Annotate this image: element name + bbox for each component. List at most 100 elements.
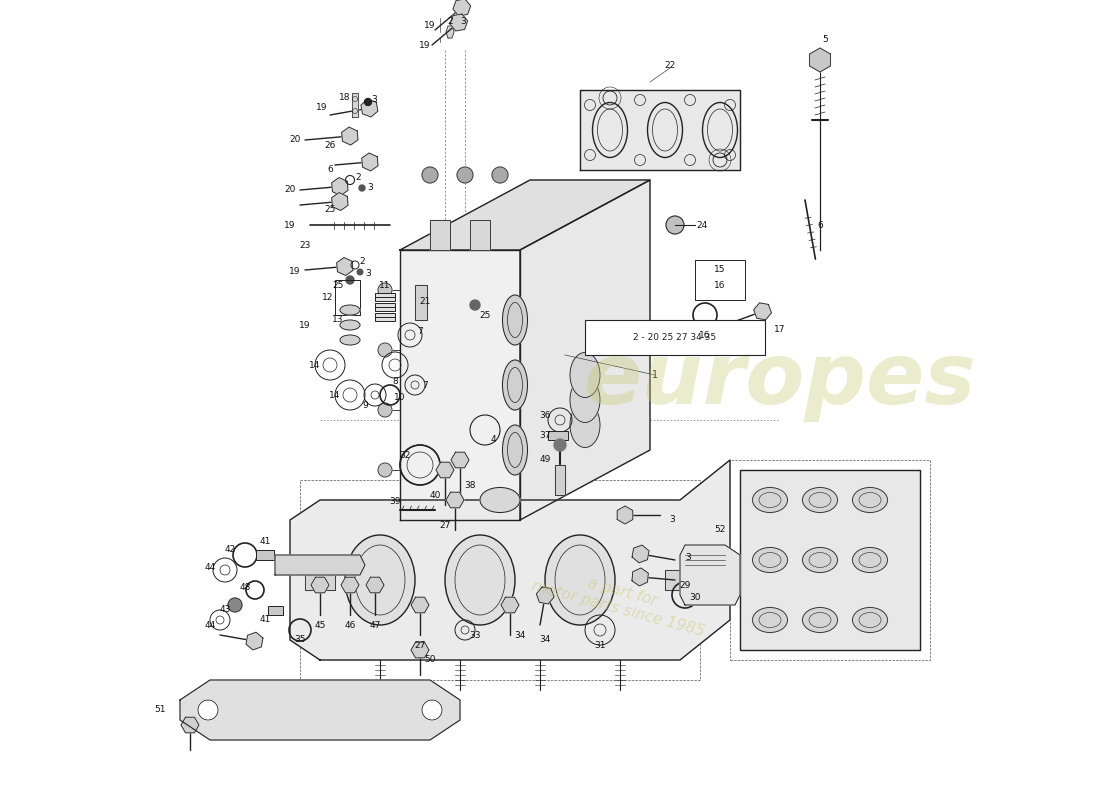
Text: 52: 52 bbox=[714, 526, 726, 534]
Bar bbox=[666, 570, 695, 590]
Ellipse shape bbox=[752, 607, 788, 633]
Bar bbox=[375, 313, 395, 321]
Text: 3: 3 bbox=[371, 95, 377, 105]
Text: 14: 14 bbox=[329, 390, 341, 399]
Text: 25: 25 bbox=[480, 310, 491, 319]
Polygon shape bbox=[337, 258, 353, 275]
Polygon shape bbox=[180, 680, 460, 740]
Circle shape bbox=[422, 167, 438, 183]
Circle shape bbox=[228, 598, 242, 612]
Text: 5: 5 bbox=[822, 35, 828, 45]
Polygon shape bbox=[446, 26, 454, 38]
Circle shape bbox=[359, 185, 365, 191]
Text: 30: 30 bbox=[690, 594, 701, 602]
Circle shape bbox=[378, 463, 392, 477]
Bar bbox=[585, 320, 764, 355]
Text: 29: 29 bbox=[680, 581, 691, 590]
Polygon shape bbox=[342, 127, 358, 145]
Text: 6: 6 bbox=[817, 221, 823, 230]
Text: 22: 22 bbox=[664, 61, 675, 70]
Text: 24: 24 bbox=[696, 221, 707, 230]
Ellipse shape bbox=[752, 547, 788, 573]
Text: 3: 3 bbox=[365, 270, 371, 278]
Polygon shape bbox=[580, 90, 740, 170]
Polygon shape bbox=[411, 598, 429, 613]
Ellipse shape bbox=[503, 295, 528, 345]
Polygon shape bbox=[617, 506, 632, 524]
Bar bbox=[305, 570, 336, 590]
Polygon shape bbox=[332, 193, 348, 210]
Text: 1: 1 bbox=[652, 370, 658, 380]
Text: 2 - 20 25 27 34 35: 2 - 20 25 27 34 35 bbox=[634, 333, 716, 342]
Ellipse shape bbox=[503, 425, 528, 475]
Text: 51: 51 bbox=[154, 706, 166, 714]
Polygon shape bbox=[290, 460, 730, 660]
Text: 42: 42 bbox=[224, 546, 235, 554]
Text: 50: 50 bbox=[425, 655, 436, 665]
Text: 36: 36 bbox=[539, 410, 551, 419]
Bar bbox=[336, 280, 360, 315]
Text: 2: 2 bbox=[355, 174, 361, 182]
Polygon shape bbox=[275, 555, 365, 575]
Ellipse shape bbox=[345, 535, 415, 625]
Polygon shape bbox=[182, 718, 199, 733]
Text: 7: 7 bbox=[417, 327, 422, 337]
Text: 13: 13 bbox=[332, 315, 343, 325]
Text: 33: 33 bbox=[470, 630, 481, 639]
Polygon shape bbox=[450, 14, 468, 31]
Text: 32: 32 bbox=[399, 450, 410, 459]
Polygon shape bbox=[361, 99, 377, 117]
Polygon shape bbox=[400, 180, 650, 250]
Bar bbox=[305, 570, 336, 590]
Text: 39: 39 bbox=[389, 498, 400, 506]
Text: 41: 41 bbox=[260, 615, 271, 625]
Bar bbox=[556, 465, 565, 495]
Circle shape bbox=[456, 167, 473, 183]
Text: 14: 14 bbox=[309, 361, 321, 370]
Text: 15: 15 bbox=[714, 266, 726, 274]
Polygon shape bbox=[754, 303, 771, 320]
Text: 19: 19 bbox=[317, 103, 328, 113]
Text: 19: 19 bbox=[425, 21, 436, 30]
Circle shape bbox=[492, 167, 508, 183]
Text: 9: 9 bbox=[362, 401, 367, 410]
Text: 3: 3 bbox=[367, 183, 373, 193]
Circle shape bbox=[554, 439, 566, 451]
Text: 34: 34 bbox=[515, 630, 526, 639]
Bar bbox=[666, 570, 695, 590]
Circle shape bbox=[422, 700, 442, 720]
Polygon shape bbox=[341, 578, 359, 593]
Ellipse shape bbox=[852, 547, 888, 573]
Ellipse shape bbox=[544, 535, 615, 625]
Text: 3: 3 bbox=[669, 515, 675, 525]
Circle shape bbox=[454, 22, 462, 29]
Ellipse shape bbox=[852, 487, 888, 513]
Ellipse shape bbox=[503, 360, 528, 410]
Ellipse shape bbox=[570, 378, 600, 422]
Text: 19: 19 bbox=[289, 267, 300, 277]
Circle shape bbox=[378, 343, 392, 357]
Polygon shape bbox=[810, 48, 830, 72]
Bar bbox=[267, 606, 283, 614]
Text: 38: 38 bbox=[464, 481, 475, 490]
Bar bbox=[375, 293, 395, 301]
Bar bbox=[695, 260, 745, 300]
Circle shape bbox=[470, 300, 480, 310]
Text: 47: 47 bbox=[370, 621, 381, 630]
Text: 21: 21 bbox=[419, 298, 431, 306]
Circle shape bbox=[346, 276, 354, 284]
Polygon shape bbox=[366, 578, 384, 593]
Bar bbox=[556, 465, 565, 495]
Ellipse shape bbox=[340, 320, 360, 330]
Text: 12: 12 bbox=[322, 294, 333, 302]
Ellipse shape bbox=[803, 547, 837, 573]
Text: 4: 4 bbox=[491, 435, 496, 445]
Circle shape bbox=[198, 700, 218, 720]
Polygon shape bbox=[436, 462, 454, 478]
Text: 16: 16 bbox=[714, 281, 726, 290]
Text: 25: 25 bbox=[332, 281, 343, 290]
Text: 41: 41 bbox=[260, 538, 271, 546]
Polygon shape bbox=[246, 632, 263, 650]
Polygon shape bbox=[537, 587, 554, 604]
Text: 27: 27 bbox=[439, 521, 451, 530]
